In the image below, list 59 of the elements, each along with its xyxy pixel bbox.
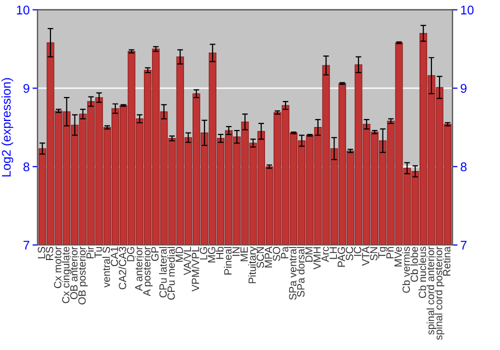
x-tick-label: CPu medial	[167, 247, 175, 300]
y-tick-label: 10	[16, 6, 30, 14]
x-tick-label: ventral S	[102, 246, 110, 288]
y2-tick-label: 8	[460, 162, 467, 172]
x-tick-label: VTA	[362, 246, 370, 266]
x-tick-label: Hb	[216, 246, 224, 259]
x-tick-label: Cb nucleus	[418, 246, 426, 298]
y-tick-label: 9	[23, 84, 30, 93]
x-tick-label: Pineal	[224, 247, 232, 274]
x-tick-label: SPa ventral	[288, 247, 296, 300]
x-tick-label: RS	[46, 246, 54, 260]
x-tick-label: Arc	[322, 246, 329, 262]
x-tick-label: OB anterior	[70, 246, 78, 300]
x-tick-label: MG	[208, 247, 216, 262]
x-tick-label: LS	[38, 246, 46, 258]
y-tick-label: 8	[23, 162, 30, 172]
x-tick-label: SN	[370, 247, 378, 260]
x-tick-label: VMH	[313, 247, 321, 270]
x-tick-label: ME	[240, 246, 248, 262]
x-tick-label: CPu lateral	[159, 247, 167, 298]
x-tick-label: spinal cord posterior	[434, 246, 444, 340]
x-tick-label: VA/VL	[183, 246, 192, 276]
x-tick-label: Pituitary	[248, 246, 258, 284]
x-tick-label: Pn	[386, 247, 394, 258]
y-axis-title: Log2 (expression)	[2, 78, 14, 176]
x-tick-label: Pa	[281, 246, 288, 258]
x-tick-label: MPA	[264, 246, 272, 268]
x-tick-label: Cb lobe	[410, 246, 418, 282]
x-tick-label: spinal cord anterior	[426, 246, 436, 335]
x-tick-label: IC	[354, 246, 362, 256]
x-tick-label: MVe	[394, 246, 402, 266]
y-tick-label: 7	[24, 240, 30, 250]
x-tick-label: LG	[200, 247, 208, 260]
x-tick-label: SC	[346, 246, 354, 260]
x-tick-label: Cx motor	[54, 246, 62, 288]
x-tick-label: PAG	[338, 247, 346, 267]
y2-tick-label: 9	[460, 84, 466, 93]
x-tick-label: DM	[305, 247, 313, 262]
x-tick-label: LH	[330, 247, 337, 259]
x-tick-label: VPM/VPL	[192, 246, 200, 292]
y2-tick-label: 7	[460, 240, 466, 250]
x-tick-label: SPa dorsal	[296, 247, 305, 297]
x-tick-label: OB posterior	[78, 246, 88, 304]
x-tick-label: SCN	[256, 247, 264, 268]
x-tick-label: CA2/CA3	[118, 246, 126, 290]
x-tick-label: CA1	[110, 246, 118, 266]
x-tick-label: A posterior	[142, 246, 153, 296]
y2-tick-label: 10	[461, 6, 474, 14]
x-tick-label: Tg	[378, 247, 388, 258]
x-tick-label: SO	[272, 246, 280, 261]
x-tick-label: Retina	[442, 246, 450, 276]
x-tick-label: IN	[232, 247, 240, 256]
x-tick-label: Cb vermis	[402, 246, 410, 293]
x-tick-label: GP	[151, 246, 159, 261]
x-tick-label: Pir	[86, 246, 94, 258]
x-tick-label: DG	[126, 247, 134, 262]
x-tick-label: Tu	[94, 247, 102, 258]
x-tick-label: MD	[176, 246, 183, 262]
x-tick-label: A anterior	[134, 246, 142, 291]
